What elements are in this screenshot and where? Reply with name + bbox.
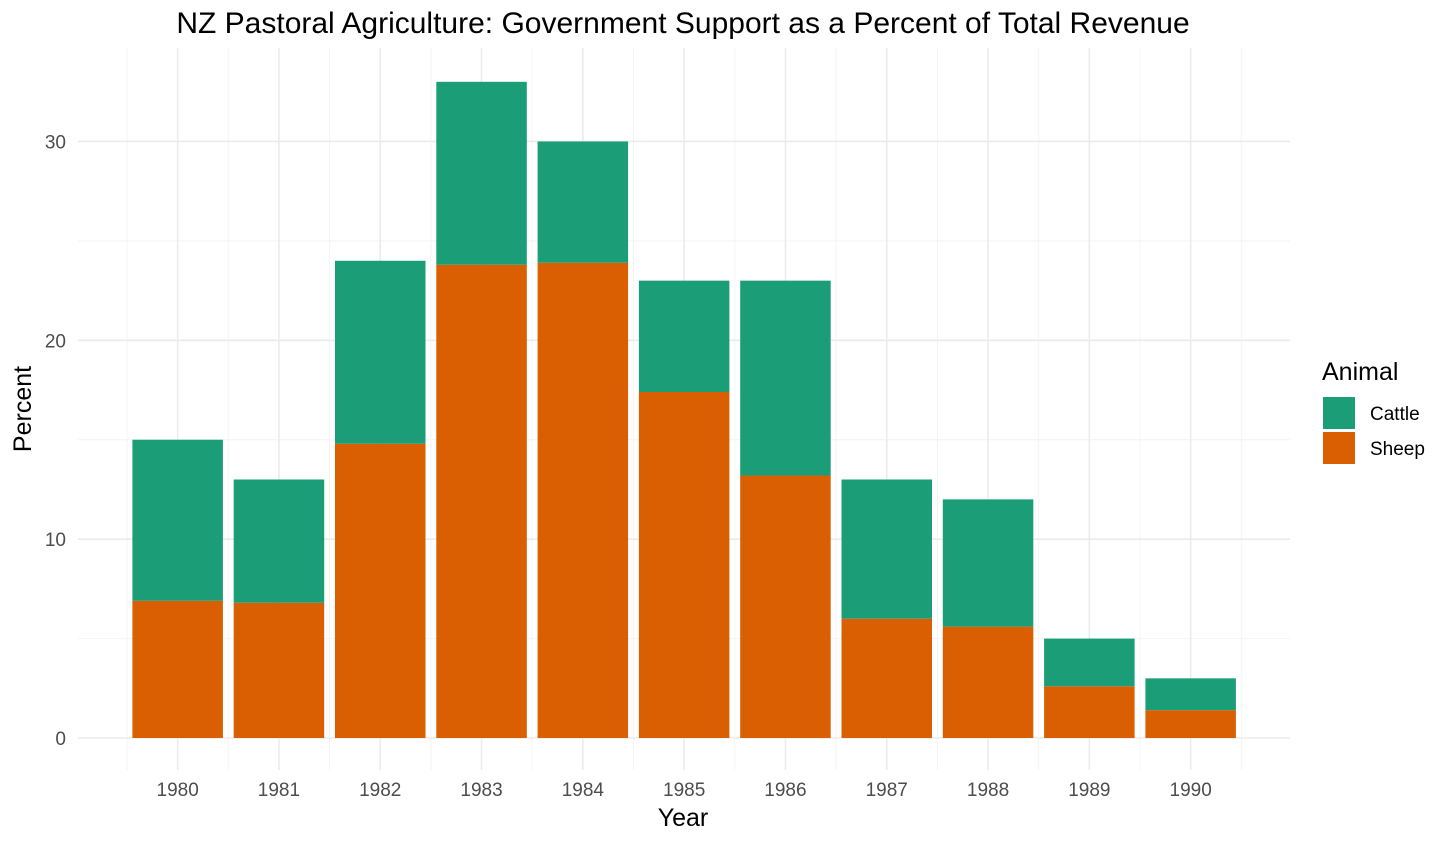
y-axis-title: Percent bbox=[9, 366, 37, 452]
x-tick-label: 1986 bbox=[764, 780, 806, 801]
bar-cattle-1981 bbox=[233, 479, 325, 603]
x-tick-label: 1984 bbox=[562, 780, 605, 801]
bar-cattle-1985 bbox=[638, 280, 730, 393]
x-tick-label: 1988 bbox=[967, 780, 1009, 801]
x-tick-label: 1980 bbox=[157, 780, 199, 801]
x-axis-title: Year bbox=[658, 804, 709, 832]
bar-sheep-1984 bbox=[537, 262, 629, 738]
x-tick-label: 1990 bbox=[1170, 780, 1212, 801]
bar-sheep-1982 bbox=[335, 443, 426, 738]
bar-cattle-1984 bbox=[537, 141, 629, 263]
x-tick-label: 1982 bbox=[359, 780, 401, 801]
axis-layer: 0 10 20 30 1980 1981 1982 1983 1984 1985 1986 1987 1… bbox=[45, 132, 1212, 801]
y-tick-label: 10 bbox=[45, 530, 66, 551]
bar-sheep-1990 bbox=[1145, 710, 1236, 738]
legend-label-sheep: Sheep bbox=[1370, 439, 1425, 460]
bars-layer bbox=[132, 81, 1236, 738]
bar-cattle-1980 bbox=[132, 439, 223, 601]
y-tick-label: 0 bbox=[55, 729, 66, 750]
bar-sheep-1981 bbox=[233, 602, 325, 738]
legend-title: Animal bbox=[1322, 358, 1398, 386]
bar-cattle-1990 bbox=[1145, 678, 1236, 711]
bar-sheep-1987 bbox=[841, 618, 932, 738]
bar-cattle-1989 bbox=[1044, 638, 1135, 687]
bar-cattle-1986 bbox=[740, 280, 831, 476]
legend-entries: Cattle Sheep bbox=[1323, 397, 1425, 464]
bar-sheep-1985 bbox=[638, 392, 730, 738]
bar-cattle-1983 bbox=[436, 81, 527, 265]
legend-label-cattle: Cattle bbox=[1370, 404, 1420, 425]
x-tick-label: 1985 bbox=[663, 780, 705, 801]
legend: Animal Cattle Sheep bbox=[1322, 358, 1425, 464]
legend-swatch-cattle bbox=[1323, 397, 1355, 429]
bar-sheep-1986 bbox=[740, 475, 831, 738]
bar-cattle-1987 bbox=[841, 479, 932, 619]
chart-title: NZ Pastoral Agriculture: Government Supp… bbox=[176, 7, 1189, 40]
bar-cattle-1982 bbox=[335, 260, 426, 444]
bar-cattle-1988 bbox=[942, 499, 1034, 627]
x-tick-label: 1987 bbox=[866, 780, 908, 801]
bar-sheep-1980 bbox=[132, 600, 223, 738]
y-tick-label: 20 bbox=[45, 331, 66, 352]
legend-swatch-sheep bbox=[1323, 432, 1355, 464]
x-tick-label: 1989 bbox=[1068, 780, 1110, 801]
x-tick-label: 1983 bbox=[460, 780, 502, 801]
bar-sheep-1983 bbox=[436, 264, 527, 738]
bar-sheep-1988 bbox=[942, 626, 1034, 738]
bar-sheep-1989 bbox=[1044, 686, 1135, 738]
y-tick-label: 30 bbox=[45, 132, 66, 153]
x-tick-label: 1981 bbox=[258, 780, 300, 801]
